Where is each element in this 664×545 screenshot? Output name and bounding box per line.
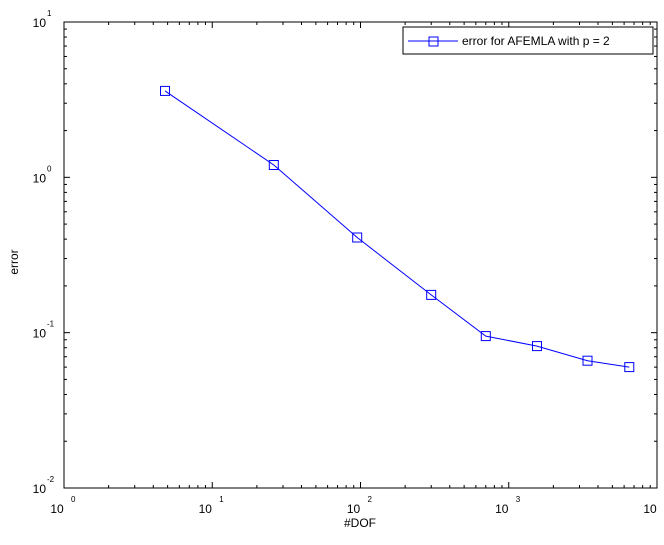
x-tick-label: 10 — [50, 502, 64, 516]
x-tick-label: 10 — [643, 502, 657, 516]
y-axis-label: error — [7, 249, 21, 274]
data-point-marker — [426, 289, 437, 300]
y-tick-exponent: 1 — [47, 9, 52, 18]
data-point-marker — [268, 160, 279, 170]
y-tick-label: 10 — [33, 16, 47, 30]
legend-label: error for AFEMLA with p = 2 — [462, 34, 610, 48]
legend: error for AFEMLA with p = 2 — [402, 26, 654, 55]
plot-area — [63, 21, 658, 489]
x-tick-label: 10 — [199, 502, 213, 516]
data-point-marker — [582, 355, 593, 366]
data-point-marker — [160, 85, 170, 96]
x-tick-label: 10 — [495, 502, 509, 516]
series-line — [164, 90, 630, 368]
y-tick-label: 10 — [33, 482, 47, 496]
y-tick-label: 10 — [33, 327, 47, 341]
data-point-marker — [352, 232, 363, 243]
x-tick-exponent: 3 — [516, 495, 521, 504]
x-tick-exponent: 0 — [71, 495, 76, 504]
x-tick-label: 10 — [347, 502, 361, 516]
y-tick-exponent: 0 — [47, 164, 52, 173]
x-axis-label: #DOF — [344, 516, 376, 530]
y-tick-exponent: -2 — [47, 475, 55, 484]
data-point-marker — [532, 341, 542, 352]
x-tick-exponent: 1 — [219, 495, 224, 504]
y-tick-exponent: -1 — [47, 320, 55, 329]
data-point-marker — [480, 331, 491, 342]
series-layer — [160, 85, 635, 373]
legend-marker-square-icon — [428, 36, 439, 47]
y-tick-label: 10 — [33, 171, 47, 185]
x-tick-exponent: 2 — [368, 495, 373, 504]
data-point-marker — [624, 362, 635, 373]
